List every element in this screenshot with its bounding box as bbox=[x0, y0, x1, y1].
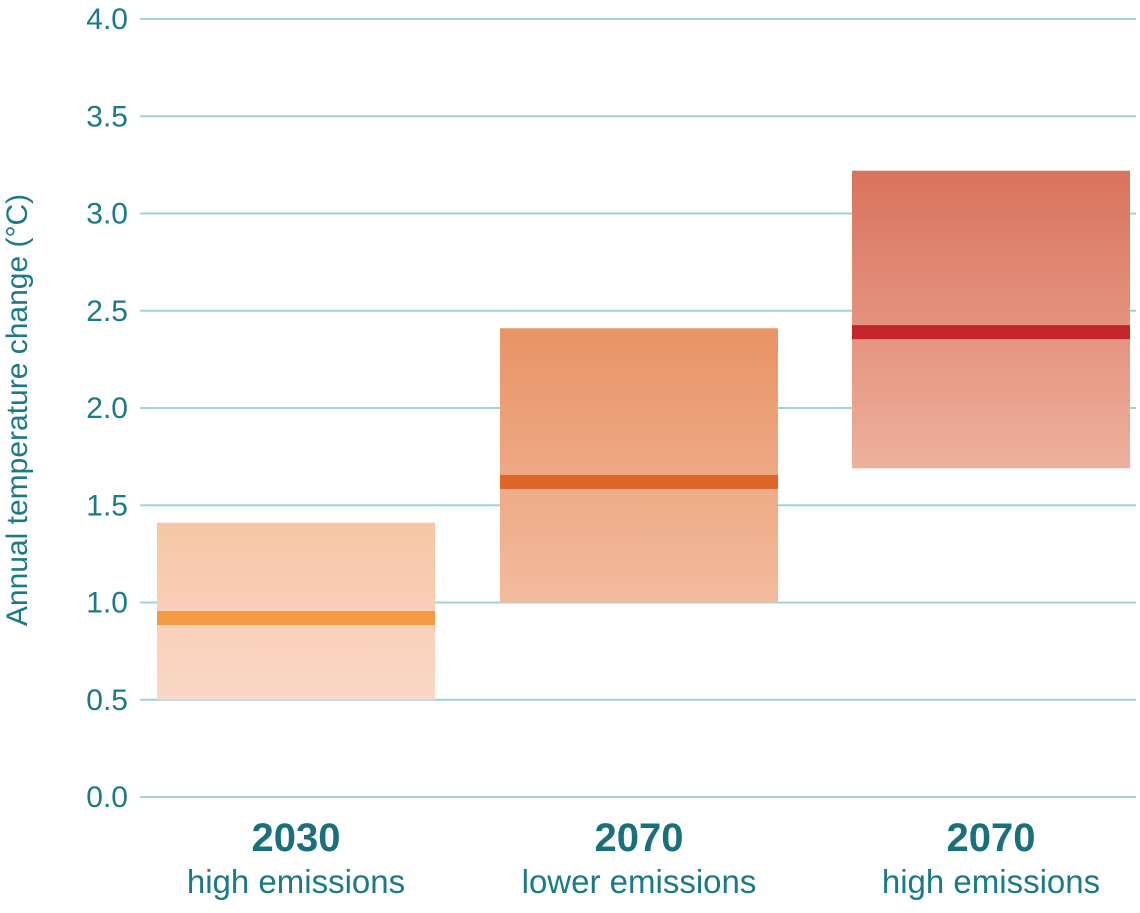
category-year-label: 2070 bbox=[947, 816, 1036, 860]
y-tick-label: 4.0 bbox=[86, 3, 128, 36]
y-tick-labels: 0.0 0.5 1.0 1.5 2.0 2.5 3.0 3.5 4.0 bbox=[86, 3, 128, 814]
range-band bbox=[852, 170, 1130, 469]
y-tick-label: 0.0 bbox=[86, 781, 128, 814]
category-scenario-label: high emissions bbox=[187, 863, 405, 900]
y-tick-label: 3.5 bbox=[86, 100, 128, 133]
category-year-label: 2070 bbox=[595, 816, 684, 860]
y-tick-label: 3.0 bbox=[86, 198, 128, 231]
median-line bbox=[500, 474, 778, 489]
y-tick-label: 1.0 bbox=[86, 587, 128, 620]
category-scenario-label: lower emissions bbox=[522, 863, 757, 900]
category-scenario-label: high emissions bbox=[882, 863, 1100, 900]
y-tick-label: 0.5 bbox=[86, 684, 128, 717]
y-tick-label: 1.5 bbox=[86, 489, 128, 522]
median-line bbox=[852, 325, 1130, 340]
y-tick-label: 2.5 bbox=[86, 295, 128, 328]
y-axis-title: Annual temperature change (°C) bbox=[1, 194, 34, 626]
median-line bbox=[157, 611, 435, 626]
y-tick-label: 2.0 bbox=[86, 392, 128, 425]
category-year-label: 2030 bbox=[252, 816, 341, 860]
range-band bbox=[500, 328, 778, 603]
median-lines bbox=[157, 325, 1130, 626]
range-bands bbox=[157, 170, 1130, 700]
